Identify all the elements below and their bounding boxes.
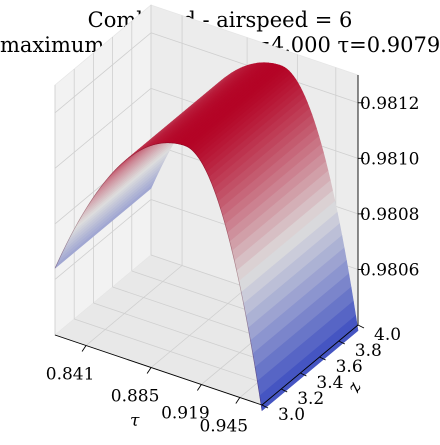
y-tick-label: 3.2 <box>297 389 324 409</box>
x-tick-mark <box>146 367 152 374</box>
grid-line <box>85 265 183 346</box>
y-tick-label: 3.4 <box>316 373 343 393</box>
x-tick-mark <box>81 345 87 352</box>
y-tick-mark <box>261 404 269 409</box>
grid-line <box>74 318 282 390</box>
x-tick-mark <box>197 384 202 391</box>
z-tick-label: 0.9806 <box>360 260 419 280</box>
z-tick-label: 0.9810 <box>360 149 419 169</box>
y-tick-label: 3.0 <box>278 405 305 425</box>
y-tick-mark <box>280 388 288 393</box>
grid-line <box>54 32 152 114</box>
y-tick-mark <box>300 372 307 377</box>
x-tick-label: 0.885 <box>111 387 160 407</box>
y-tick-mark <box>357 324 365 329</box>
grid-line <box>54 88 152 169</box>
x-tick-label: 0.841 <box>46 365 95 385</box>
x-tick-mark <box>235 397 241 404</box>
surface <box>54 62 359 412</box>
x-axis-line <box>54 334 263 406</box>
z-tick-label: 0.9812 <box>360 94 419 114</box>
y-tick-label: 3.8 <box>355 341 382 361</box>
y-tick-label: 3.6 <box>336 357 363 377</box>
grid-line <box>150 287 248 368</box>
y-axis-label: z <box>344 379 367 396</box>
x-tick-label: 0.945 <box>199 417 248 437</box>
y-axis-line <box>261 324 359 406</box>
y-tick-mark <box>338 340 346 345</box>
y-tick-mark <box>319 356 326 361</box>
axes <box>54 75 365 409</box>
y-tick-label: 4.0 <box>374 325 401 345</box>
x-axis-label: τ <box>130 411 140 431</box>
x-tick-label: 0.919 <box>161 404 210 424</box>
grid-line <box>54 199 152 280</box>
z-tick-label: 0.9808 <box>360 205 419 225</box>
surface-front-edge <box>54 142 263 411</box>
